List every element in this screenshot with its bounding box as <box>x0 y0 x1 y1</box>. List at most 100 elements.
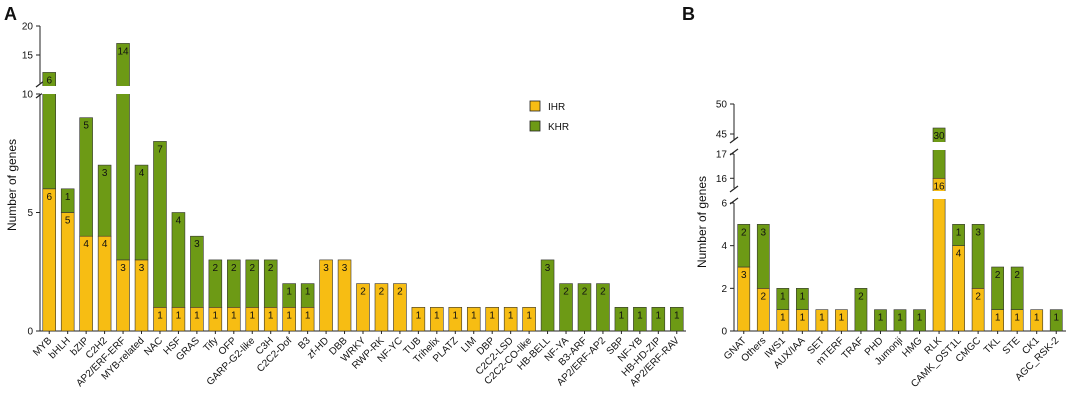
b-y-tick-label-17: 17 <box>716 150 728 161</box>
b-bar-khr-rlk <box>932 127 946 179</box>
a-bar-khr-c2c2-dof <box>282 283 296 308</box>
b-bar-break-rlk-1 <box>932 142 947 150</box>
panel-b-y-axis-title: Number of genes <box>695 176 709 268</box>
a-label-khr-nf-ya: 2 <box>563 287 569 298</box>
b-label-khr-ste: 2 <box>1014 270 1020 281</box>
b-label-khr-aux-iaa: 1 <box>800 291 806 302</box>
a-label-ihr-zf-hd: 3 <box>323 263 329 274</box>
b-label-khr-camk-ost1l: 1 <box>956 227 962 238</box>
a-label-khr-hb-bell: 3 <box>545 263 551 274</box>
a-label-khr-sbp: 1 <box>619 310 625 321</box>
b-label-khr-hmg: 1 <box>917 313 923 324</box>
a-label-khr-ap2-erf-rav: 1 <box>674 310 680 321</box>
a-label-ihr-trihelix: 1 <box>434 310 440 321</box>
a-label-ihr-c3h: 1 <box>268 310 274 321</box>
a-bar-ihr-c2h2 <box>97 235 112 332</box>
b-axis-break-3 <box>729 136 739 144</box>
a-bar-ihr-myb <box>42 188 56 332</box>
a-label-khr-hsf: 4 <box>176 216 182 227</box>
a-label-ihr-tub: 1 <box>416 310 422 321</box>
a-label-ihr-ap2-erf-erf: 3 <box>120 263 126 274</box>
a-label-ihr-tify: 1 <box>213 310 219 321</box>
a-label-khr-b3-arf: 2 <box>582 287 588 298</box>
b-bar-khr-ste <box>1010 266 1024 310</box>
a-label-khr-c3h: 2 <box>268 263 274 274</box>
a-label-ihr-garp-g2-like: 1 <box>249 310 255 321</box>
a-bar-khr-hsf <box>171 212 186 308</box>
a-y-tick-label-20: 20 <box>22 22 34 33</box>
b-label-ihr-ck1: 1 <box>1034 313 1040 324</box>
b-bar-khr-cmgc <box>971 224 985 289</box>
panel-a-label: A <box>4 4 17 24</box>
a-label-khr-bzip: 5 <box>83 121 89 132</box>
a-label-ihr-ofp: 1 <box>231 310 237 321</box>
b-label-khr-iws1: 1 <box>780 291 786 302</box>
a-label-khr-myb-related: 4 <box>139 168 145 179</box>
b-label-ihr-set: 1 <box>819 313 825 324</box>
a-label-ihr-hsf: 1 <box>176 310 182 321</box>
panel-a-chart: 0510152066MYB51bHLH45bZIP43C2H2314AP2/ER… <box>22 22 686 389</box>
legend-swatch-ihr <box>529 100 541 112</box>
a-label-khr-garp-g2-like: 2 <box>249 263 255 274</box>
b-y-tick-label-16: 16 <box>716 174 728 185</box>
a-label-khr-gras: 3 <box>194 239 200 250</box>
b-y-tick-label-0: 0 <box>721 327 727 338</box>
b-label-khr-tkl: 2 <box>995 270 1001 281</box>
a-label-ihr-lim: 1 <box>471 310 477 321</box>
panel-b-chart: 02461617455032GNAT23Others11IWS111AUX/IA… <box>716 100 1066 390</box>
b-label-ihr-aux-iaa: 1 <box>800 313 806 324</box>
a-label-ihr-gras: 1 <box>194 310 200 321</box>
a-bar-break-myb-0 <box>41 86 57 94</box>
a-label-ihr-c2c2-lsd: 1 <box>508 310 514 321</box>
a-label-khr-c2h2: 3 <box>102 168 108 179</box>
a-label-khr-b3: 1 <box>305 287 311 298</box>
a-y-tick-label-5: 5 <box>27 208 33 219</box>
a-label-khr-hb-hd-zip: 1 <box>656 310 662 321</box>
b-bar-khr-aux-iaa <box>795 288 809 310</box>
a-y-tick-label-0: 0 <box>27 327 33 338</box>
a-bar-khr-tify <box>208 259 223 308</box>
b-bar-khr-camk-ost1l <box>952 224 965 246</box>
b-y-tick-label-50: 50 <box>716 100 728 111</box>
a-bar-khr-bzip <box>79 117 93 237</box>
b-bar-ihr-rlk <box>932 177 946 332</box>
b-label-ihr-iws1: 1 <box>780 313 786 324</box>
b-x-tick-label-hmg: HMG <box>900 335 924 359</box>
panel-b-label: B <box>682 4 695 24</box>
panel-a-y-axis-title: Number of genes <box>5 139 19 231</box>
a-label-khr-myb: 6 <box>46 75 52 86</box>
b-label-khr-others: 3 <box>761 227 767 238</box>
b-bar-khr-gnat <box>737 224 751 268</box>
b-label-ihr-ste: 1 <box>1014 313 1020 324</box>
a-bar-ihr-bhlh <box>60 212 75 332</box>
b-bar-break-rlk-0 <box>932 191 947 199</box>
a-bar-khr-nac <box>153 141 167 308</box>
a-label-khr-nac: 7 <box>157 144 163 155</box>
b-x-tick-label-traf: TRAF <box>840 335 866 361</box>
a-x-tick-label-bhlh: bHLH <box>47 335 73 361</box>
a-bar-break-ap2-erf-erf-0 <box>115 86 131 94</box>
b-y-tick-label-45: 45 <box>716 130 728 141</box>
b-y-tick-label-4: 4 <box>721 241 727 252</box>
b-label-ihr-others: 2 <box>761 291 767 302</box>
a-bar-khr-garp-g2-like <box>245 259 260 308</box>
a-label-ihr-c2c2-dof: 1 <box>286 310 292 321</box>
b-label-khr-rlk: 30 <box>933 131 945 142</box>
b-y-tick-label-6: 6 <box>721 199 727 210</box>
b-label-ihr-camk-ost1l: 4 <box>956 249 962 260</box>
a-bar-khr-gras <box>190 235 204 308</box>
legend-swatch-khr <box>529 120 541 132</box>
b-label-khr-agc-rsk-2: 1 <box>1053 313 1059 324</box>
a-label-khr-ap2-erf-ap2: 2 <box>600 287 606 298</box>
a-label-ihr-rwp-rk: 2 <box>379 287 385 298</box>
b-label-ihr-cmgc: 2 <box>975 291 981 302</box>
b-y-tick-label-2: 2 <box>721 284 727 295</box>
a-label-ihr-dbb: 3 <box>342 263 348 274</box>
b-axis-break-1 <box>729 185 739 193</box>
a-bar-ihr-bzip <box>79 235 93 332</box>
a-label-ihr-c2c2-co-like: 1 <box>526 310 532 321</box>
a-bar-khr-myb <box>42 72 56 190</box>
a-bar-khr-b3 <box>300 283 315 308</box>
a-bar-khr-bhlh <box>60 188 75 213</box>
